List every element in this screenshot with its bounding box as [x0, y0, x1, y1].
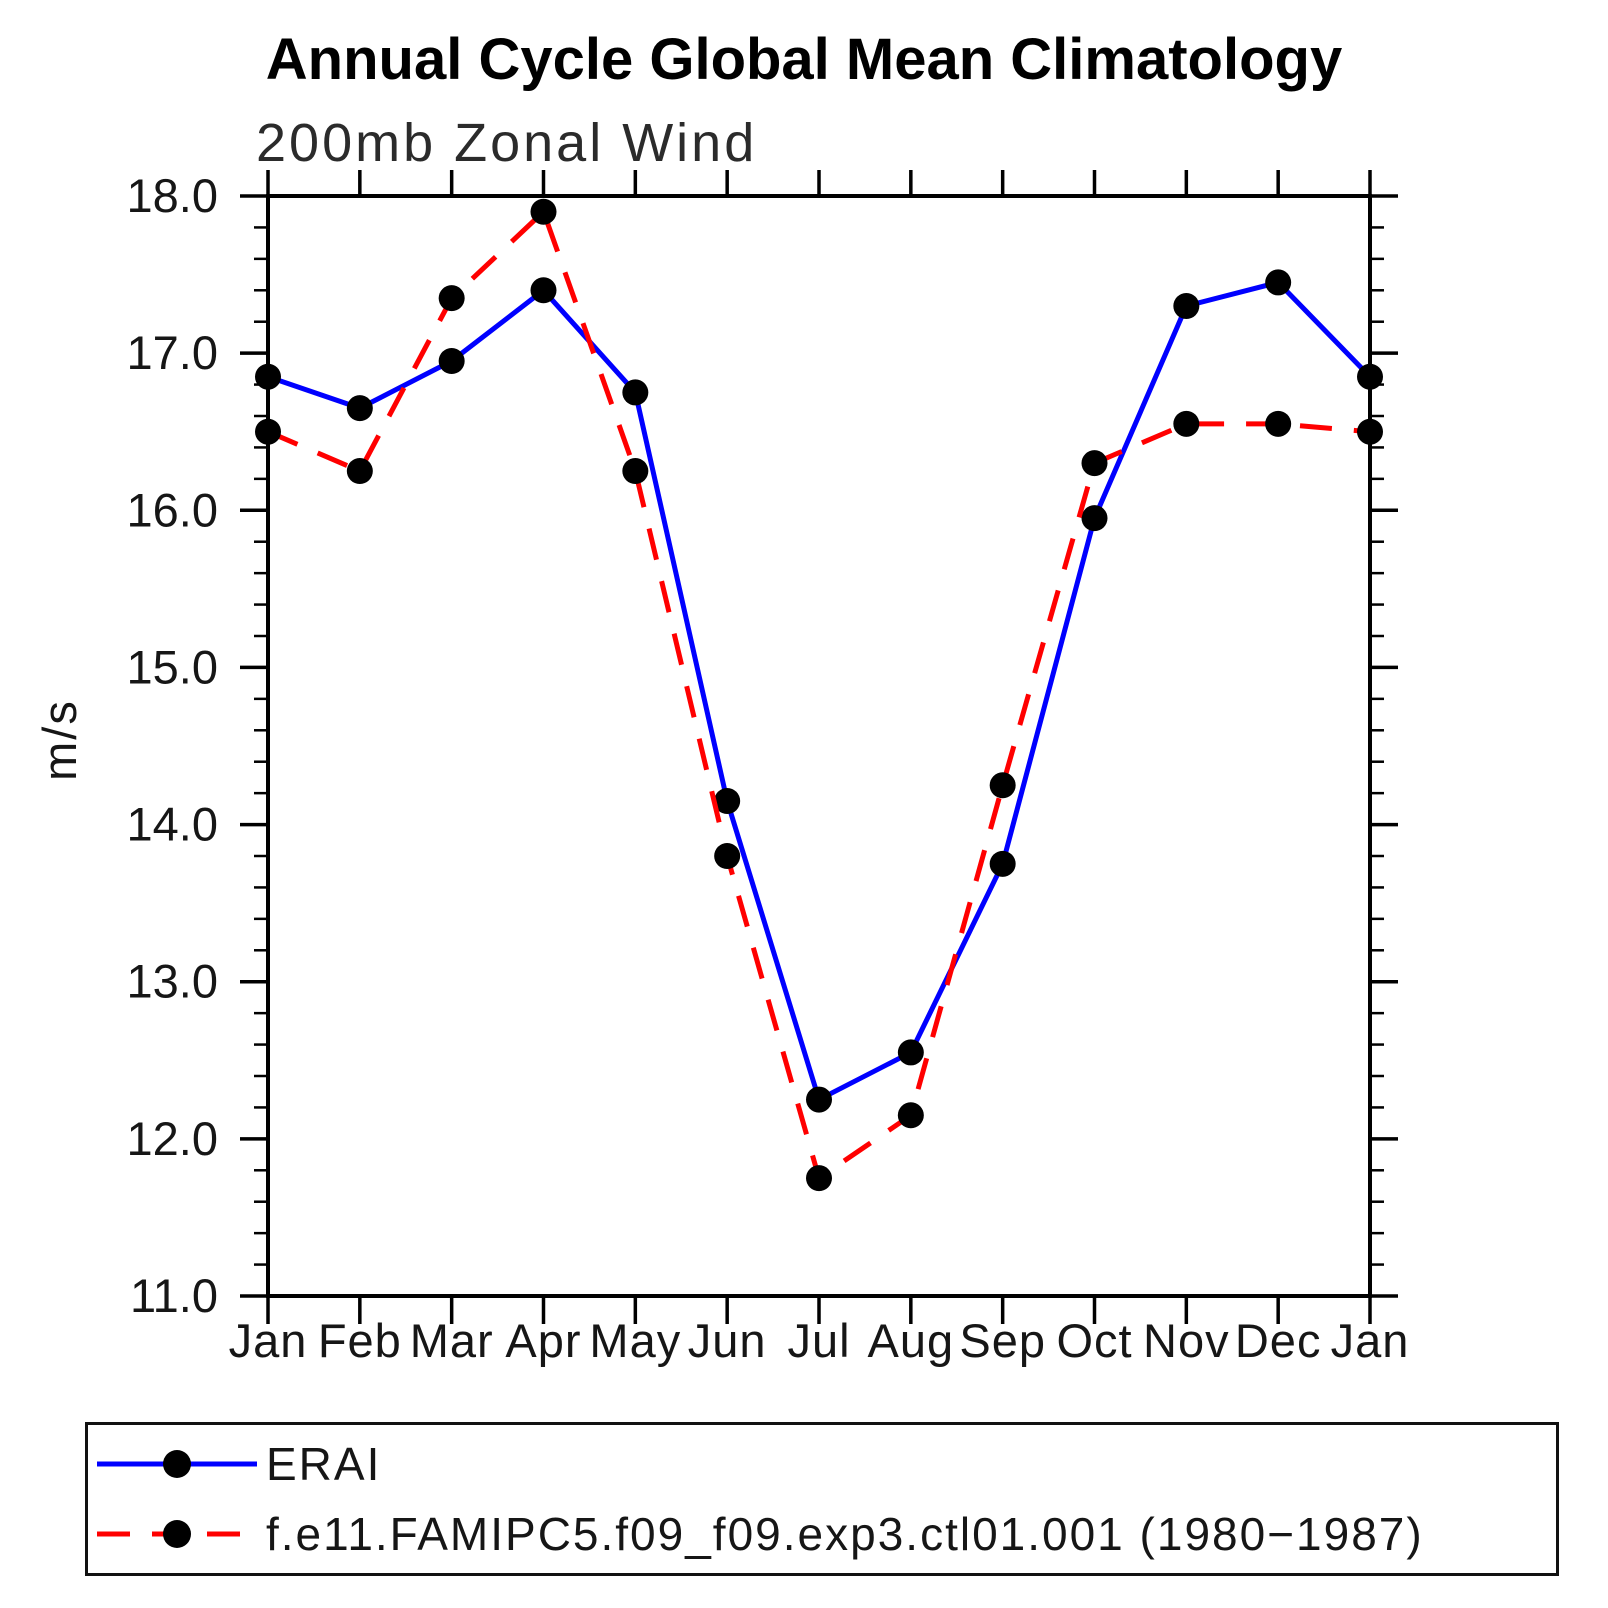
series-line-1: [267, 209, 1371, 1181]
series-marker-1: [255, 418, 281, 445]
x-tick-label: Jun: [688, 1314, 767, 1367]
x-tick-label: May: [589, 1314, 681, 1367]
legend-box: ERAI f.e11.FAMIPC5.f09_f09.exp3.ctl01.00…: [85, 1422, 1559, 1576]
legend-marker-1: [163, 1520, 191, 1548]
series-marker-1: [714, 843, 741, 869]
y-tick-label: 11.0: [130, 1269, 218, 1322]
x-tick-label: Mar: [410, 1314, 494, 1367]
legend-model-line-icon: [97, 1520, 257, 1548]
y-tick-label: 16.0: [127, 483, 218, 536]
x-tick-label: Apr: [505, 1314, 581, 1367]
y-tick-label: 12.0: [127, 1112, 218, 1165]
x-tick-label: Sep: [959, 1314, 1046, 1367]
legend-marker-0: [163, 1450, 191, 1478]
series-marker-0: [714, 788, 741, 814]
y-tick-label: 15.0: [127, 640, 218, 693]
series-marker-1: [989, 772, 1016, 799]
series-marker-1: [1081, 450, 1108, 477]
series-marker-0: [530, 277, 557, 304]
series-marker-1: [897, 1102, 924, 1129]
series-marker-0: [1173, 293, 1200, 319]
series-marker-0: [1357, 363, 1383, 390]
series-marker-1: [1265, 410, 1292, 437]
x-tick-label: Jan: [229, 1314, 308, 1367]
y-tick-label: 17.0: [127, 326, 218, 379]
x-tick-label: Oct: [1056, 1314, 1132, 1367]
series-marker-1: [622, 458, 649, 484]
series-marker-0: [989, 850, 1016, 877]
series-line-0: [267, 279, 1372, 1103]
legend-row-model: f.e11.FAMIPC5.f09_f09.exp3.ctl01.001 (19…: [94, 1503, 1556, 1565]
series-marker-1: [806, 1165, 832, 1192]
x-tick-label: Feb: [318, 1314, 402, 1367]
x-tick-label: Aug: [868, 1314, 955, 1367]
series-marker-1: [1357, 418, 1383, 445]
legend-row-erai: ERAI: [94, 1433, 1556, 1495]
x-tick-label: Dec: [1235, 1314, 1322, 1367]
plot-frame: [266, 194, 1372, 1298]
x-tick-label: Nov: [1143, 1314, 1230, 1367]
series-marker-0: [897, 1039, 924, 1066]
series-marker-0: [438, 348, 465, 374]
series-marker-1: [1173, 410, 1200, 437]
chart-subtitle: 200mb Zonal Wind: [256, 113, 758, 173]
series-marker-1: [438, 285, 465, 312]
y-tick-label: 18.0: [127, 169, 218, 222]
legend-label-model: f.e11.FAMIPC5.f09_f09.exp3.ctl01.001 (19…: [266, 1508, 1424, 1560]
series-marker-0: [346, 395, 373, 422]
x-tick-label: Jan: [1331, 1314, 1410, 1367]
y-tick-label: 13.0: [127, 955, 218, 1008]
series-marker-0: [806, 1086, 832, 1113]
series-marker-0: [622, 379, 649, 406]
series-marker-0: [1081, 505, 1108, 532]
series-marker-0: [1265, 269, 1292, 296]
x-tick-label: Jul: [787, 1314, 850, 1367]
legend-erai-line-icon: [97, 1450, 257, 1478]
chart-title: Annual Cycle Global Mean Climatology: [265, 27, 1343, 92]
legend-label-erai: ERAI: [266, 1438, 382, 1490]
y-tick-label: 14.0: [127, 798, 218, 851]
series-marker-1: [346, 458, 373, 484]
y-axis-title: m/s: [33, 699, 86, 781]
series-marker-0: [255, 363, 281, 390]
series-marker-1: [530, 198, 557, 225]
